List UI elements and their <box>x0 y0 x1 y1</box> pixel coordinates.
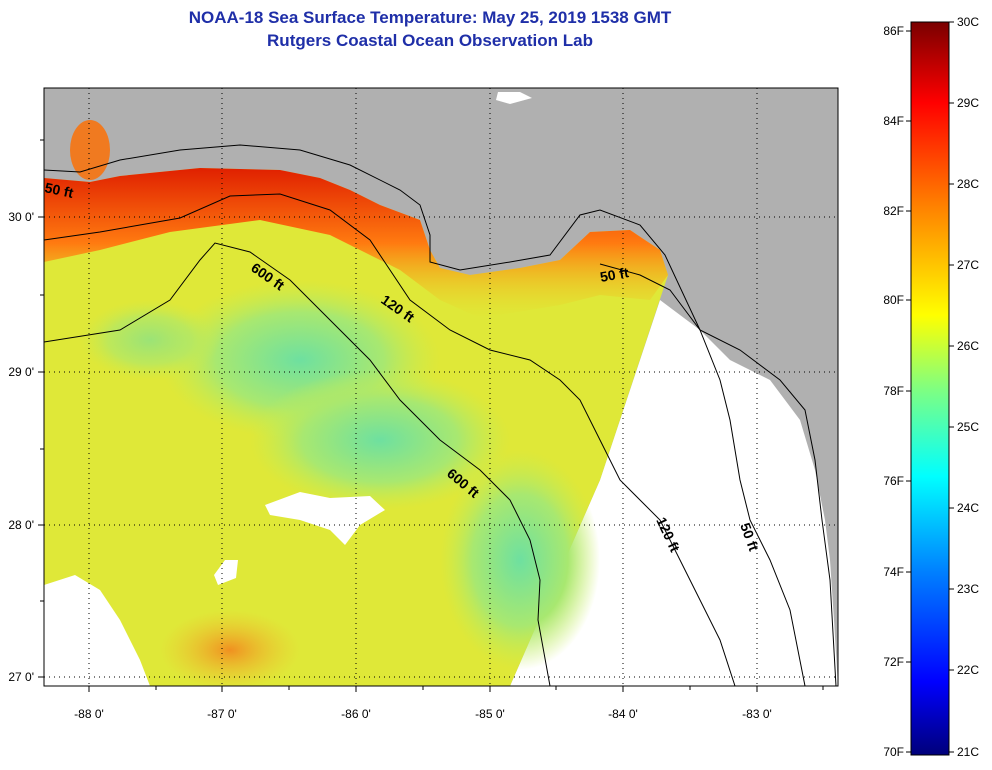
colorbar-label-c: 22C <box>957 663 979 677</box>
map-title: NOAA-18 Sea Surface Temperature: May 25,… <box>188 8 672 27</box>
axis-ticks <box>38 139 824 692</box>
contour-600ft <box>44 242 551 686</box>
warm-patch <box>160 610 300 686</box>
colorbar-label-c: 26C <box>957 339 979 353</box>
cool-patch <box>440 450 600 670</box>
lat-tick-label: 29 0' <box>8 365 34 379</box>
colorbar-label-c: 24C <box>957 501 979 515</box>
colorbar-label-f: 82F <box>883 204 904 218</box>
lon-tick-label: -87 0' <box>207 707 237 721</box>
lon-tick-label: -84 0' <box>608 707 638 721</box>
lon-tick-label: -88 0' <box>74 707 104 721</box>
contour-label-50ft: 50 ft <box>599 264 630 285</box>
cloud-gap <box>496 92 532 104</box>
colorbar-label-f: 72F <box>883 655 904 669</box>
colorbar-label-f: 80F <box>883 293 904 307</box>
lat-tick-label: 28 0' <box>8 518 34 532</box>
lat-tick-label: 27 0' <box>8 670 34 684</box>
lon-tick-label: -83 0' <box>742 707 772 721</box>
colorbar-label-f: 84F <box>883 114 904 128</box>
contour-label-50ft: 50 ft <box>43 179 75 201</box>
cloud-gap <box>265 492 385 545</box>
contour-120ft <box>44 193 736 686</box>
lat-tick-label: 30 0' <box>8 210 34 224</box>
colorbar-label-c: 28C <box>957 177 979 191</box>
colorbar-label-c: 29C <box>957 96 979 110</box>
colorbar-label-f: 70F <box>883 745 904 759</box>
colorbar-label-c: 21C <box>957 745 979 759</box>
colorbar-label-c: 27C <box>957 258 979 272</box>
colorbar-label-f: 86F <box>883 24 904 38</box>
colorbar <box>910 21 950 756</box>
colorbar-label-c: 23C <box>957 582 979 596</box>
colorbar-label-c: 25C <box>957 420 979 434</box>
cool-patch <box>250 370 510 510</box>
contour-50ft <box>599 263 806 686</box>
colorbar-label-c: 30C <box>957 15 979 29</box>
map-subtitle: Rutgers Coastal Ocean Observation Lab <box>267 31 593 50</box>
lon-tick-label: -85 0' <box>475 707 505 721</box>
cool-patch <box>80 300 220 380</box>
lon-tick-label: -86 0' <box>341 707 371 721</box>
cloud-gap <box>44 575 150 686</box>
warm-bay <box>70 120 110 180</box>
map-frame <box>43 87 839 687</box>
cloud-gap <box>214 560 238 585</box>
colorbar-label-f: 76F <box>883 474 904 488</box>
colorbar-label-f: 74F <box>883 565 904 579</box>
coastline <box>44 144 837 686</box>
colorbar-label-f: 78F <box>883 384 904 398</box>
colorbar-ticks <box>906 21 954 753</box>
